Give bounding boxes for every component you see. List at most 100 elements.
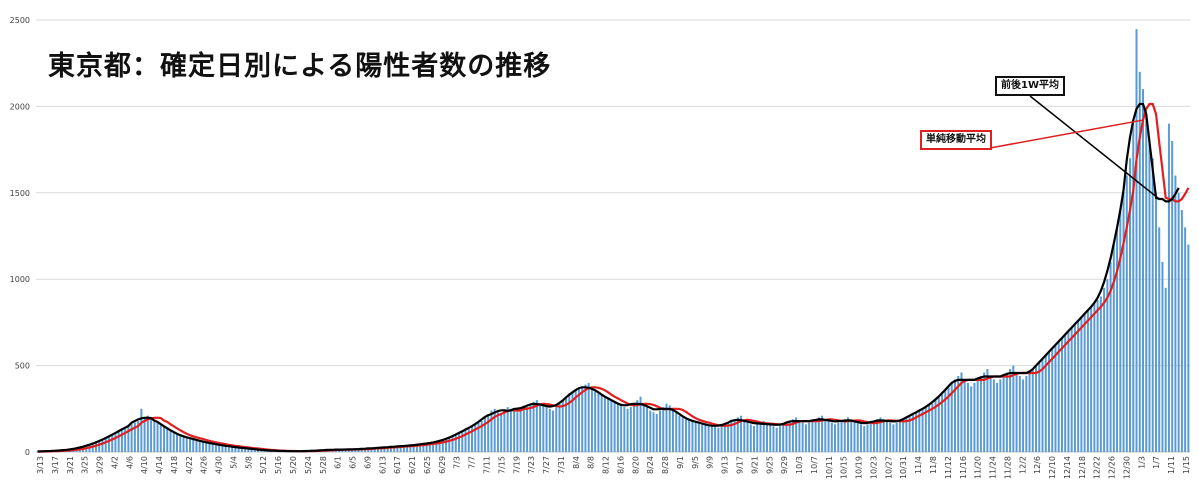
bar	[979, 375, 982, 452]
bar	[208, 443, 211, 452]
x-tick-label: 1/15	[1182, 456, 1191, 474]
bar	[1171, 140, 1174, 452]
bar	[895, 422, 898, 452]
y-tick-label: 500	[15, 362, 30, 371]
bar	[655, 413, 658, 452]
bar	[1025, 375, 1028, 452]
x-tick-label: 6/29	[438, 456, 447, 474]
bar	[185, 437, 188, 452]
bar	[91, 443, 94, 452]
bar	[1002, 375, 1005, 452]
bar	[250, 448, 253, 452]
bar	[1174, 175, 1177, 452]
bar	[999, 379, 1002, 452]
bar	[694, 421, 697, 452]
bar	[1187, 244, 1190, 452]
x-tick-label: 9/21	[750, 456, 759, 474]
bar	[626, 408, 629, 452]
bar	[1005, 372, 1008, 452]
bar	[1070, 327, 1073, 452]
bar	[801, 422, 804, 452]
x-tick-label: 4/26	[200, 456, 209, 474]
bar	[1164, 287, 1167, 452]
bar	[594, 391, 597, 452]
bar	[629, 407, 632, 452]
bar	[730, 420, 733, 452]
x-tick-label: 5/16	[274, 456, 283, 474]
bar	[963, 379, 966, 452]
bar	[983, 372, 986, 452]
bar	[182, 436, 185, 452]
bar	[1018, 375, 1021, 452]
x-tick-label: 5/12	[259, 456, 268, 474]
bar	[373, 447, 376, 452]
bar	[642, 403, 645, 452]
bar	[1141, 89, 1145, 453]
x-tick-label: 11/20	[974, 456, 983, 479]
bar	[921, 408, 924, 452]
x-tick-label: 12/26	[1108, 456, 1117, 479]
x-tick-label: 8/8	[587, 456, 596, 469]
bar	[918, 410, 921, 452]
bar	[380, 447, 383, 452]
bar	[856, 422, 859, 452]
bar	[1099, 296, 1102, 452]
bar	[506, 407, 509, 452]
bar	[169, 431, 172, 452]
bar	[863, 426, 866, 452]
bar	[143, 417, 146, 452]
x-tick-label: 9/25	[765, 456, 774, 474]
bar	[1073, 324, 1076, 452]
x-tick-label: 3/17	[51, 456, 60, 474]
bar	[772, 426, 775, 452]
bar	[746, 422, 749, 452]
bar	[555, 407, 558, 452]
y-tick-label: 2000	[10, 102, 30, 111]
bar	[432, 442, 435, 452]
bar	[402, 445, 405, 452]
bar	[941, 393, 944, 452]
x-tick-label: 5/28	[319, 456, 328, 474]
x-tick-label: 8/4	[572, 456, 581, 469]
bar	[1103, 287, 1106, 452]
bar	[1067, 331, 1070, 452]
bar	[503, 410, 506, 452]
bar	[1086, 310, 1089, 452]
bar	[701, 423, 704, 452]
bar	[996, 382, 999, 452]
x-tick-label: 4/6	[125, 456, 134, 469]
bar	[762, 420, 765, 452]
x-tick-label: 8/20	[631, 456, 640, 474]
bar	[928, 405, 931, 452]
x-tick-label: 6/17	[393, 456, 402, 474]
bar	[675, 412, 678, 452]
bar	[646, 407, 649, 452]
bar	[98, 441, 101, 452]
bar	[966, 382, 969, 452]
bar	[451, 436, 454, 452]
bar	[1044, 355, 1047, 452]
bar	[564, 396, 568, 452]
bar	[247, 448, 250, 452]
bar	[467, 427, 470, 452]
bar	[458, 432, 461, 452]
x-tick-label: 9/17	[736, 456, 745, 474]
bar	[205, 442, 208, 452]
bar	[159, 423, 162, 452]
bar	[1138, 71, 1141, 452]
x-tick-label: 11/28	[1003, 456, 1012, 479]
bar	[1148, 140, 1151, 452]
bar	[577, 388, 580, 452]
bar	[723, 424, 726, 452]
bar	[548, 408, 551, 452]
bar	[915, 412, 918, 452]
bar	[581, 386, 584, 452]
bar	[137, 420, 140, 452]
bar	[892, 424, 895, 452]
bar	[782, 424, 785, 452]
bar	[1180, 210, 1183, 452]
bar	[1047, 351, 1050, 452]
bar	[603, 396, 606, 452]
bar	[607, 398, 610, 452]
bar	[707, 425, 710, 452]
